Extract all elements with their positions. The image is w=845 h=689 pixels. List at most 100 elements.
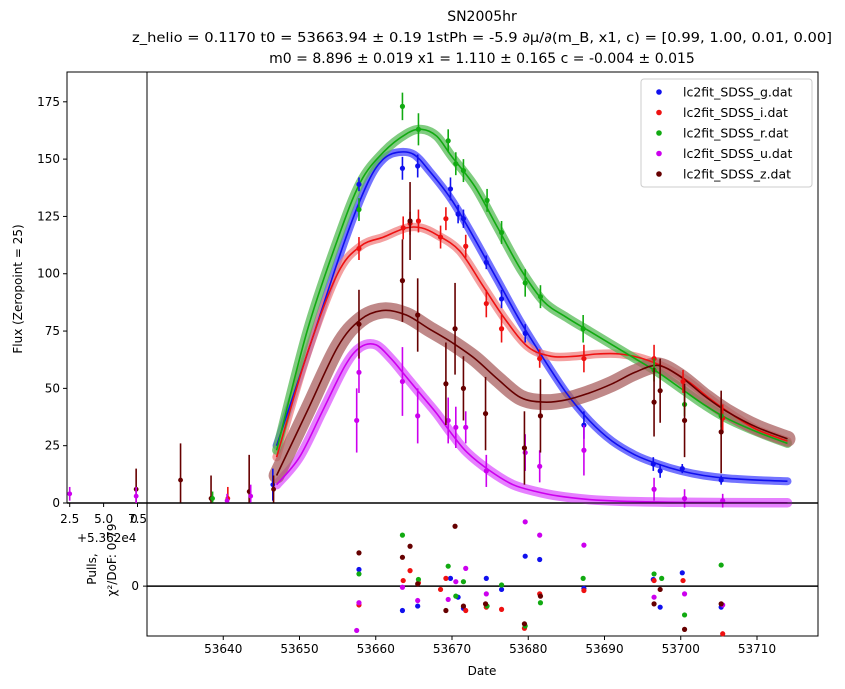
pull-point bbox=[581, 542, 587, 548]
pull-point bbox=[498, 582, 505, 588]
pull-point bbox=[581, 587, 587, 594]
data-point bbox=[521, 445, 528, 451]
pulls-y-tick-label: 0 bbox=[131, 579, 139, 593]
data-point bbox=[356, 206, 362, 213]
legend-marker-4 bbox=[656, 150, 662, 157]
pull-point bbox=[483, 591, 489, 597]
pull-point bbox=[537, 532, 543, 538]
pull-point bbox=[452, 523, 458, 529]
y-tick-label: 75 bbox=[45, 324, 60, 338]
y-tick-label: 0 bbox=[52, 496, 60, 510]
pull-point bbox=[399, 554, 406, 560]
legend-label-3: lc2fit_SDSS_r.dat bbox=[683, 126, 789, 141]
pull-point bbox=[537, 556, 543, 563]
data-point bbox=[657, 388, 663, 394]
pull-point bbox=[400, 577, 406, 584]
legend-label-4: lc2fit_SDSS_u.dat bbox=[683, 146, 792, 161]
legend-marker-1 bbox=[656, 89, 662, 95]
model-curve-1 bbox=[275, 151, 788, 482]
pull-point bbox=[651, 594, 657, 600]
data-point bbox=[498, 229, 505, 236]
pull-point bbox=[679, 570, 685, 576]
legend-label-1: lc2fit_SDSS_g.dat bbox=[683, 85, 793, 100]
pull-point bbox=[657, 604, 663, 610]
pull-point bbox=[718, 562, 724, 568]
data-point bbox=[447, 186, 454, 192]
inset-pulls-tick-label: 0 bbox=[130, 512, 138, 526]
legend-label-2: lc2fit_SDSS_i.dat bbox=[683, 105, 788, 120]
data-point bbox=[720, 498, 726, 504]
legend: lc2fit_SDSS_g.dat lc2fit_SDSS_i.dat lc2fit… bbox=[640, 78, 813, 188]
pull-point bbox=[720, 631, 726, 637]
pull-point bbox=[415, 597, 421, 604]
data-point bbox=[581, 355, 587, 362]
pull-point bbox=[580, 575, 586, 581]
data-point bbox=[483, 259, 489, 265]
data-point bbox=[354, 417, 360, 424]
data-point bbox=[453, 161, 459, 167]
data-point bbox=[498, 296, 505, 302]
inset-offset-label: +5.362e4 bbox=[77, 531, 136, 545]
pull-point bbox=[445, 563, 451, 569]
data-point bbox=[415, 218, 422, 224]
data-point bbox=[407, 218, 413, 224]
data-point bbox=[463, 243, 469, 249]
data-point bbox=[537, 463, 543, 469]
early-data-point bbox=[224, 498, 230, 504]
data-point bbox=[455, 211, 461, 217]
pull-point bbox=[681, 626, 688, 632]
pull-point bbox=[522, 553, 528, 559]
data-point bbox=[356, 181, 362, 187]
data-point bbox=[537, 294, 544, 300]
data-point bbox=[460, 216, 467, 222]
data-point bbox=[445, 417, 451, 424]
pull-point bbox=[651, 571, 657, 577]
early-data-point bbox=[178, 477, 183, 483]
pull-point bbox=[521, 621, 528, 627]
legend-marker-2 bbox=[656, 109, 662, 116]
x-tick-label: 53640 bbox=[204, 642, 242, 656]
inset-plot-area: 2.5 5.0 7.50 bbox=[60, 71, 148, 526]
pulls-y-label: Pulls, bbox=[85, 553, 99, 584]
pull-point bbox=[522, 519, 528, 525]
pull-point bbox=[407, 568, 413, 574]
data-point bbox=[681, 495, 688, 502]
pull-point bbox=[460, 579, 467, 585]
main-plot-area: 0 25 50 75 100 125 150 175 bbox=[37, 71, 819, 510]
data-point bbox=[718, 429, 724, 435]
pull-point bbox=[681, 591, 688, 597]
pull-point bbox=[399, 607, 406, 614]
pull-point bbox=[354, 627, 360, 634]
legend-marker-5 bbox=[656, 171, 662, 177]
data-point bbox=[399, 378, 406, 385]
data-point bbox=[718, 477, 724, 483]
data-point bbox=[453, 424, 459, 430]
data-point bbox=[356, 369, 362, 375]
data-point bbox=[399, 165, 406, 171]
data-point bbox=[679, 466, 685, 472]
data-point bbox=[580, 326, 586, 332]
pulls-plot-area: 53640 53650 53660 53670 53680 53690 53700 53710… bbox=[131, 502, 819, 656]
model-curve-5 bbox=[275, 309, 788, 476]
data-point bbox=[581, 447, 587, 453]
pulls-axes-frame bbox=[146, 502, 819, 637]
data-point bbox=[443, 381, 449, 387]
pull-point bbox=[437, 586, 444, 593]
x-tick-label: 53680 bbox=[509, 642, 547, 656]
data-point bbox=[400, 225, 406, 231]
x-tick-label: 53710 bbox=[738, 642, 776, 656]
x-tick-label: 53670 bbox=[433, 642, 471, 656]
data-point bbox=[399, 278, 406, 284]
data-point bbox=[681, 417, 688, 424]
inset-x-tick-label: 2.5 bbox=[60, 512, 79, 526]
y-tick-label: 125 bbox=[37, 209, 60, 223]
pull-point bbox=[537, 600, 544, 606]
pull-point bbox=[443, 607, 449, 614]
pulls-chi2-label: χ²/DoF: 0.79 bbox=[105, 524, 119, 597]
y-tick-label: 50 bbox=[45, 381, 60, 395]
inset-x-tick-label: 7.5 bbox=[128, 512, 147, 526]
data-point bbox=[452, 326, 458, 332]
data-point bbox=[415, 163, 421, 169]
data-point bbox=[483, 300, 489, 307]
pull-point bbox=[659, 575, 665, 581]
